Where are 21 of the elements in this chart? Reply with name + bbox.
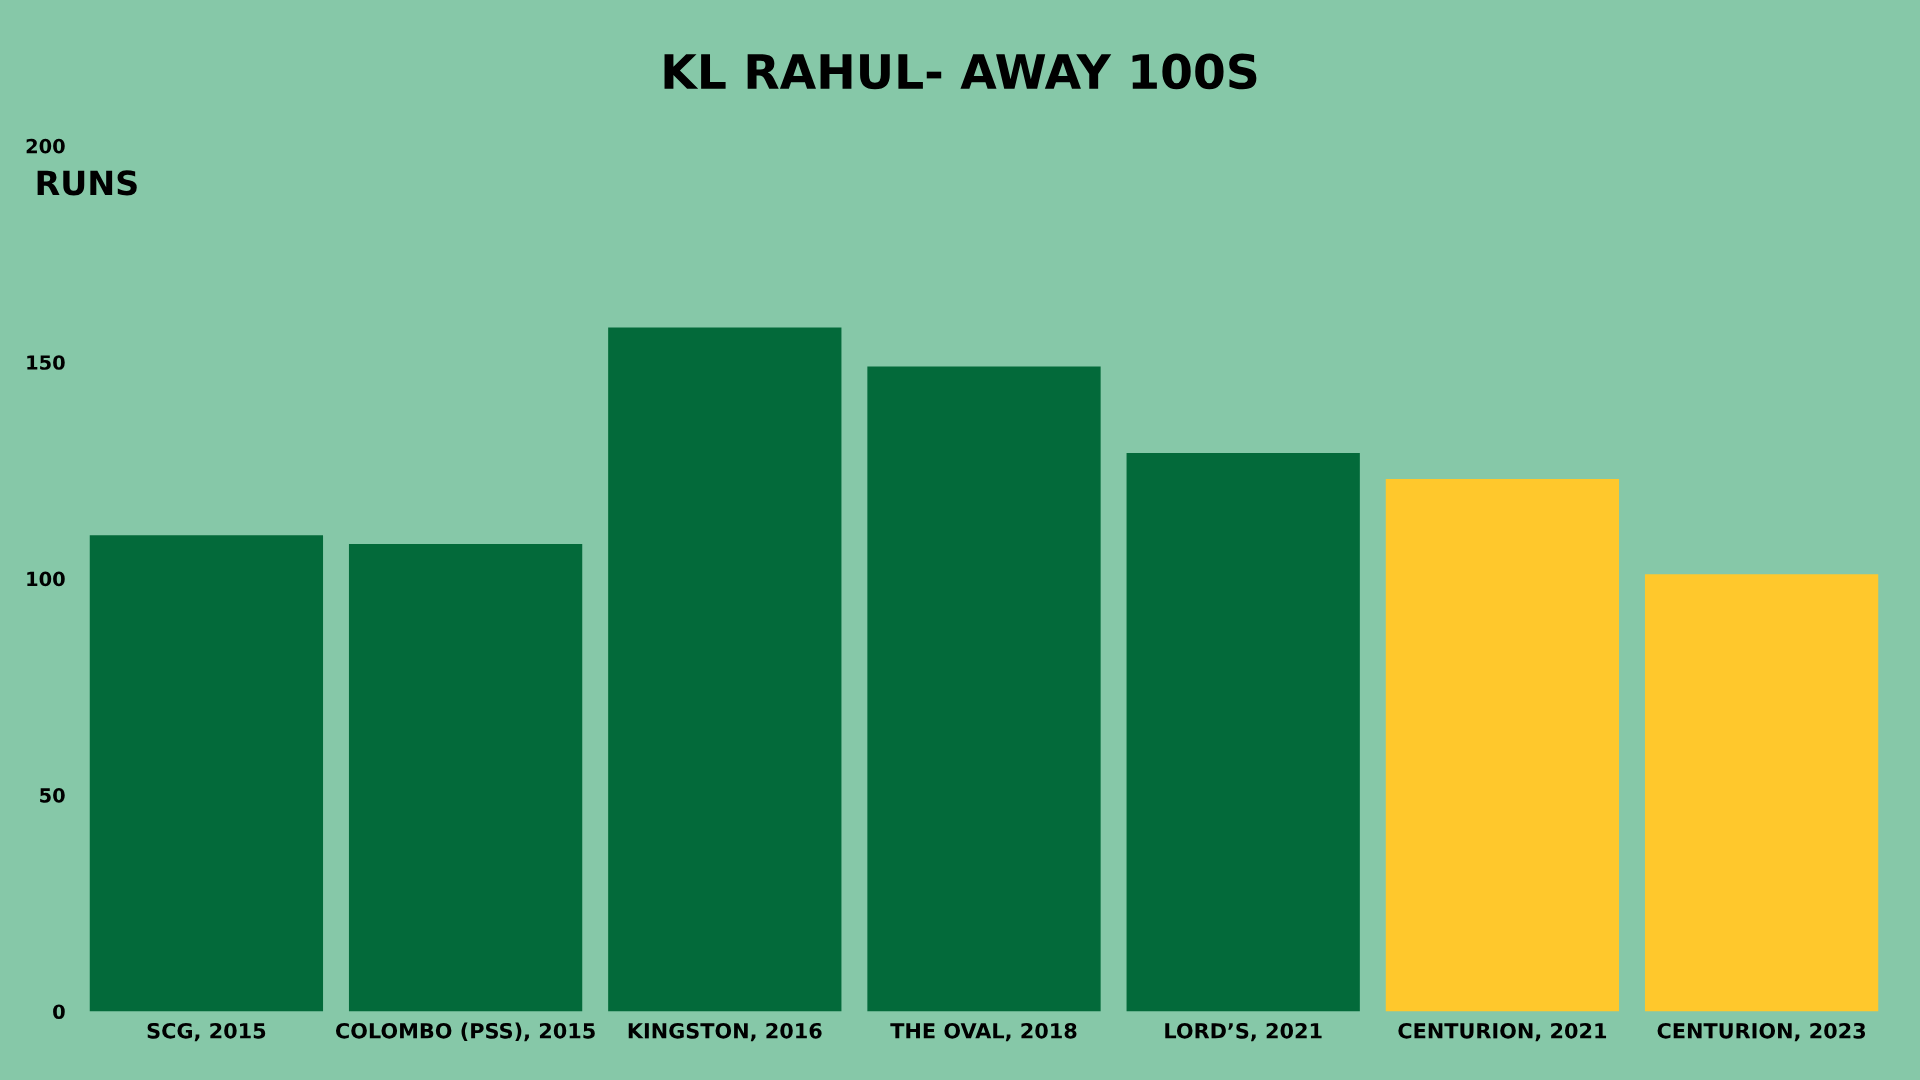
bar	[1644, 574, 1879, 1012]
y-tick-label: 50	[40, 787, 65, 803]
y-tick-label: 0	[53, 1004, 65, 1020]
bar	[348, 543, 583, 1012]
x-tick-label: KINGSTON, 2016	[628, 1022, 822, 1042]
x-tick-label: CENTURION, 2023	[1657, 1022, 1866, 1042]
y-axis-title: RUNS	[37, 170, 137, 196]
x-tick-label: THE OVAL, 2018	[890, 1022, 1077, 1042]
y-tick-label: 150	[27, 355, 65, 370]
x-tick-label: COLOMBO (PSS), 2015	[335, 1022, 595, 1042]
x-tick-label: SCG, 2015	[147, 1022, 266, 1042]
y-tick-label: 200	[26, 138, 65, 154]
bar	[608, 327, 842, 1012]
x-tick-label: LORD’S, 2021	[1165, 1022, 1322, 1042]
y-tick-label: 100	[27, 571, 65, 587]
x-tick-label: CENTURION, 2021	[1398, 1022, 1607, 1042]
bar	[1126, 453, 1360, 1012]
bar	[867, 366, 1101, 1012]
bar	[1385, 479, 1620, 1012]
chart-title: KL RAHUL- AWAY 100S	[664, 53, 1257, 90]
bar	[89, 535, 324, 1012]
